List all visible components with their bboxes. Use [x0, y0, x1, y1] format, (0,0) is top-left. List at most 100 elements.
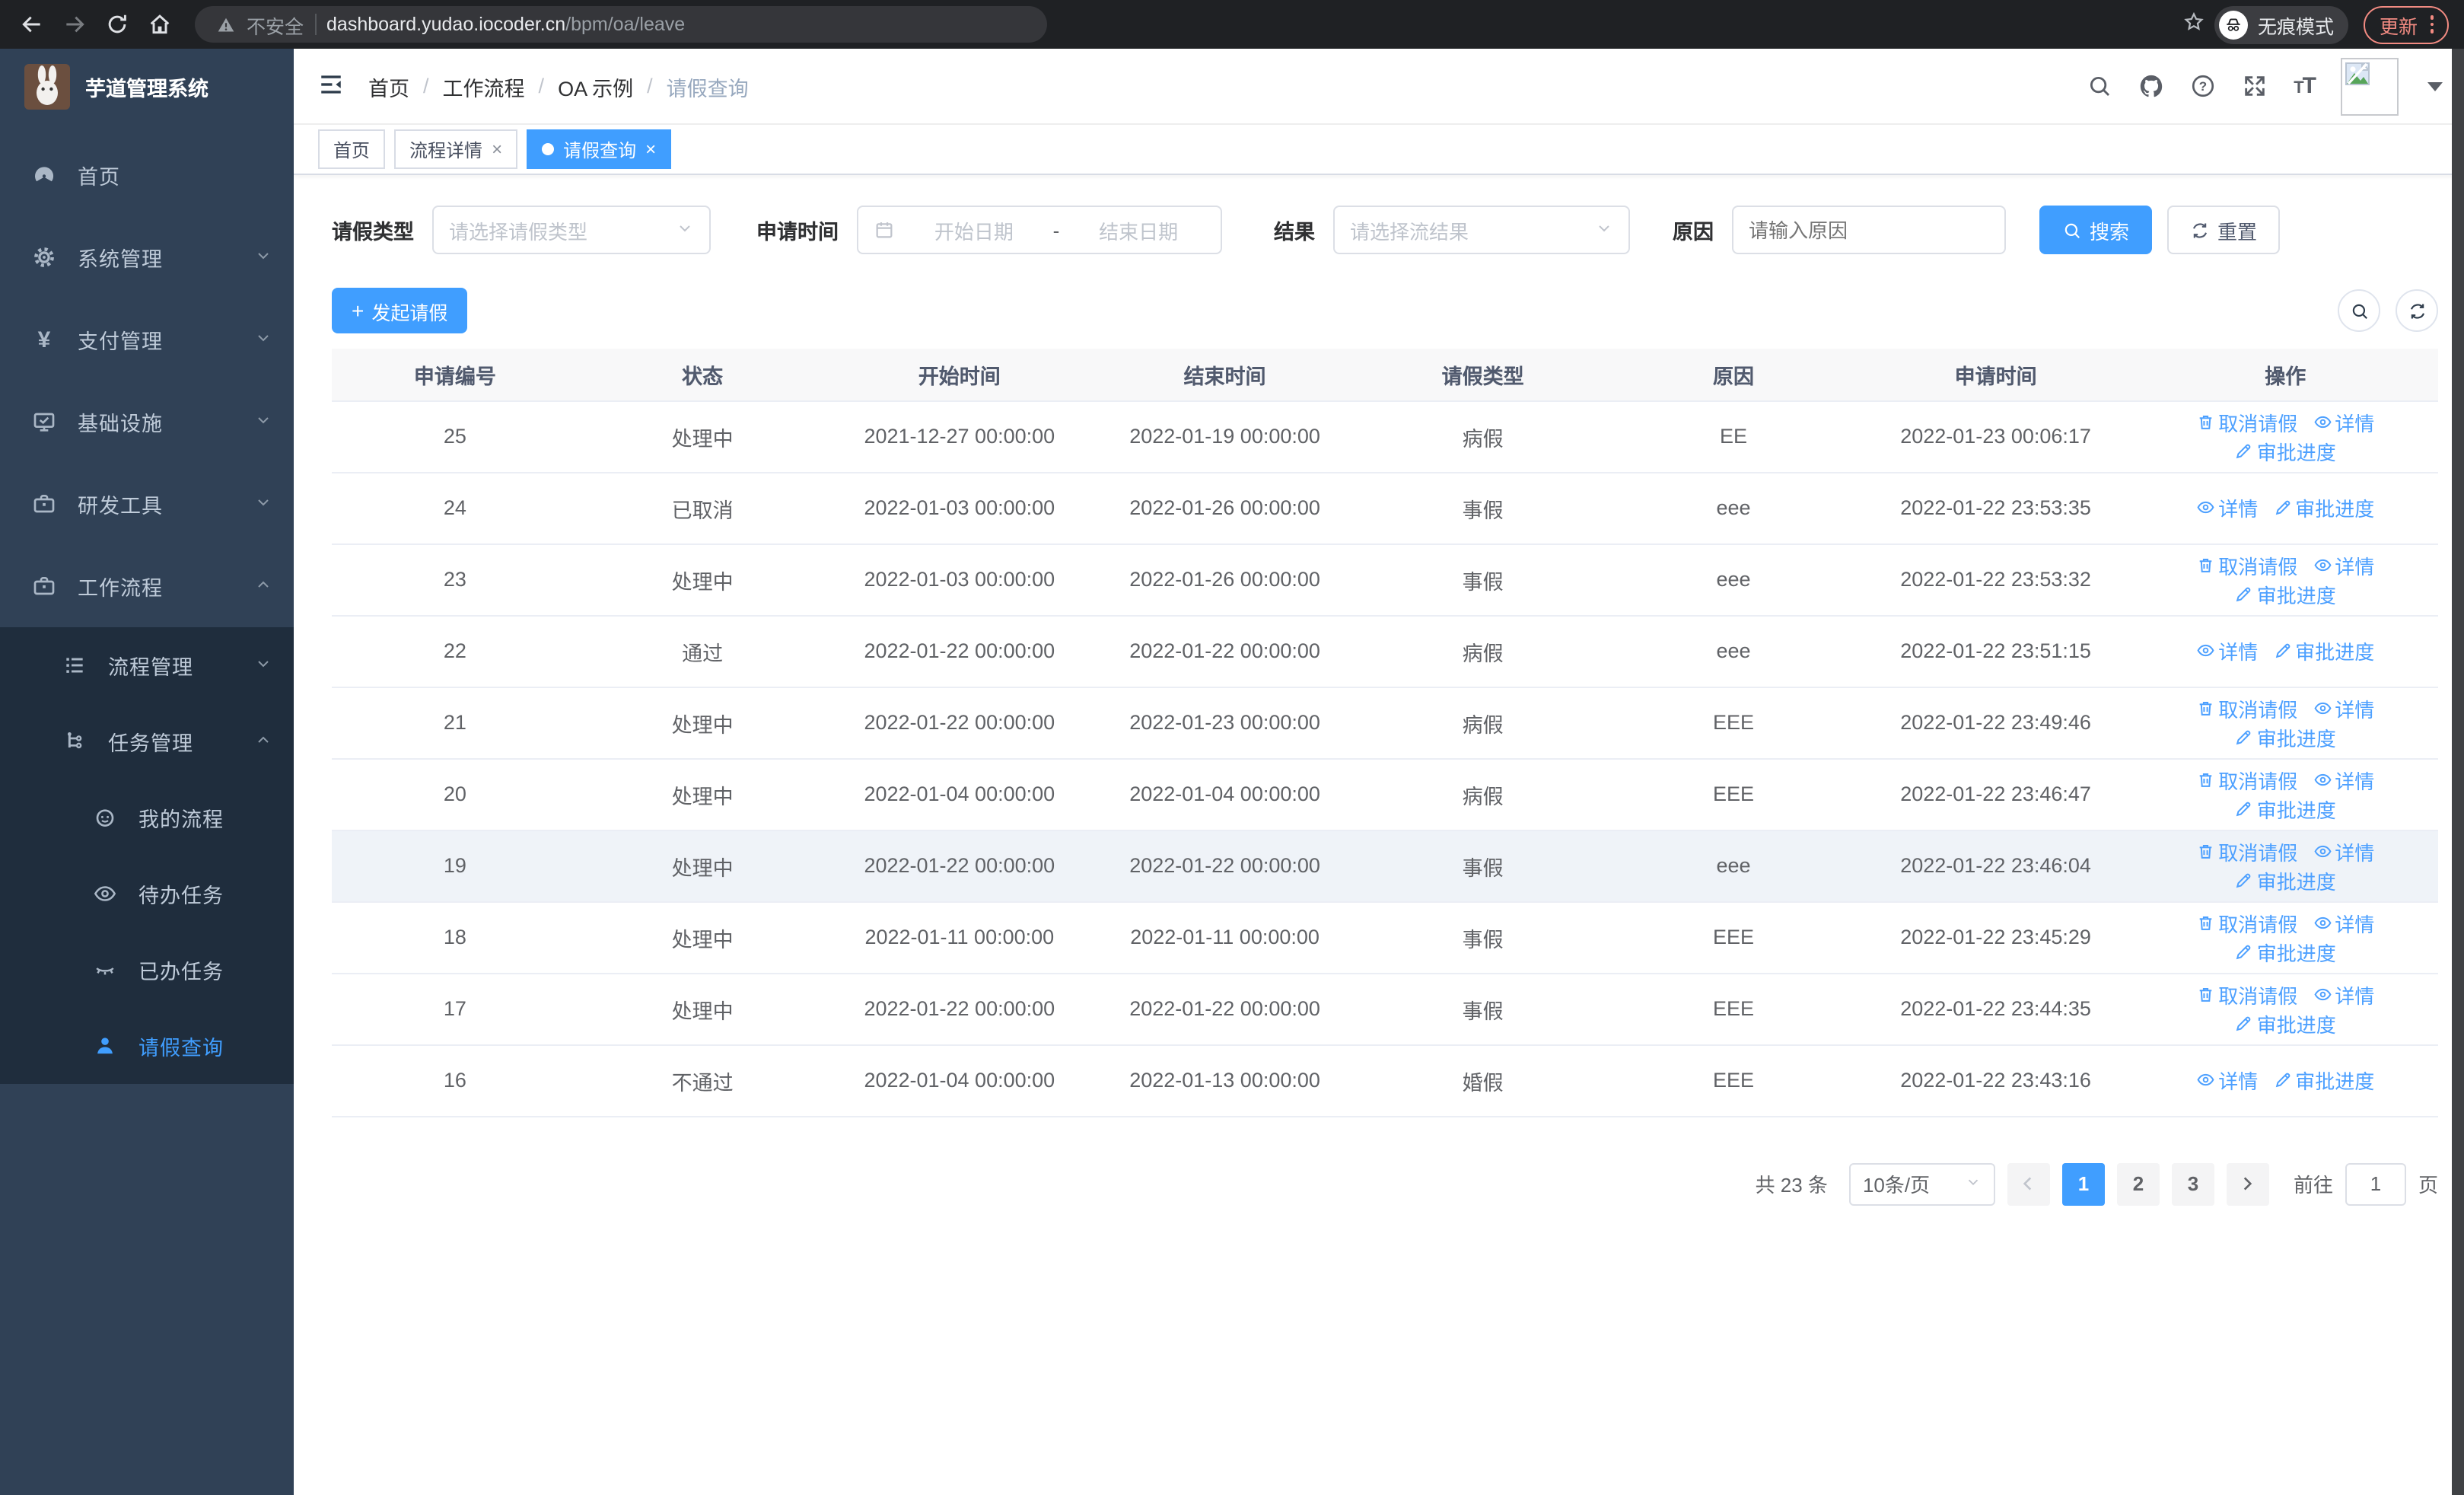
fullscreen-icon[interactable]	[2242, 73, 2268, 99]
tab-home[interactable]: 首页	[318, 129, 386, 169]
apply-time-range-picker[interactable]: 开始日期 - 结束日期	[857, 206, 1222, 254]
detail-link[interactable]: 详情	[2196, 1066, 2258, 1095]
cancel-link[interactable]: 取消请假	[2196, 765, 2297, 794]
cell-applied: 2022-01-22 23:46:04	[1858, 830, 2133, 902]
next-page-button[interactable]	[2226, 1162, 2269, 1205]
toolbox-icon	[30, 574, 58, 598]
sidebar-item-process-management[interactable]: 流程管理	[0, 627, 294, 703]
trash-icon	[2196, 696, 2215, 719]
progress-link[interactable]: 审批进度	[2235, 937, 2336, 966]
show-search-toggle-button[interactable]	[2338, 289, 2380, 332]
sidebar-item-payment-management[interactable]: ¥ 支付管理	[0, 298, 294, 381]
help-icon[interactable]	[2190, 73, 2216, 99]
progress-link[interactable]: 审批进度	[2235, 722, 2336, 751]
detail-link[interactable]: 详情	[2313, 908, 2374, 937]
detail-link[interactable]: 详情	[2313, 407, 2374, 436]
leave-type-select[interactable]: 请选择请假类型	[432, 206, 711, 254]
page-button-1[interactable]: 1	[2061, 1162, 2105, 1205]
detail-link[interactable]: 详情	[2313, 693, 2374, 722]
prev-page-button[interactable]	[2007, 1162, 2050, 1205]
cancel-link[interactable]: 取消请假	[2196, 908, 2297, 937]
progress-link[interactable]: 审批进度	[2235, 579, 2336, 608]
search-button[interactable]: 搜索	[2039, 206, 2153, 254]
bookmark-star-icon[interactable]	[2183, 11, 2206, 37]
sidebar-item-done-tasks[interactable]: 已办任务	[0, 932, 294, 1008]
sidebar-logo-row[interactable]: 芋道管理系统	[0, 49, 294, 125]
sidebar-collapse-icon[interactable]	[318, 71, 344, 101]
chevron-down-icon	[254, 329, 272, 350]
browser-home-icon[interactable]	[143, 8, 177, 41]
sidebar-item-my-process[interactable]: 我的流程	[0, 779, 294, 856]
close-icon[interactable]: ×	[645, 139, 657, 160]
browser-forward-icon[interactable]	[58, 8, 91, 41]
sidebar-item-workflow[interactable]: 工作流程	[0, 545, 294, 627]
progress-link[interactable]: 审批进度	[2273, 1066, 2374, 1095]
content: 请假类型 请选择请假类型 申请时间 开始日期 - 结束日期 结果 请选择流结果	[294, 175, 2464, 1495]
goto-page-input[interactable]	[2345, 1162, 2406, 1205]
sidebar-item-system-management[interactable]: 系统管理	[0, 216, 294, 298]
detail-link[interactable]: 详情	[2196, 636, 2258, 665]
progress-link[interactable]: 审批进度	[2235, 1009, 2336, 1038]
github-icon[interactable]	[2138, 73, 2164, 99]
sidebar-item-dev-tools[interactable]: 研发工具	[0, 463, 294, 545]
font-size-icon[interactable]: TT	[2294, 73, 2316, 99]
face-icon	[91, 805, 119, 830]
progress-link[interactable]: 审批进度	[2235, 865, 2336, 894]
refresh-table-button[interactable]	[2396, 289, 2438, 332]
cell-type: 病假	[1357, 615, 1609, 687]
cell-id: 20	[332, 758, 578, 830]
browser-back-icon[interactable]	[15, 8, 49, 41]
cell-type: 事假	[1357, 901, 1609, 974]
browser-scrollbar[interactable]	[2452, 49, 2464, 1495]
cancel-link[interactable]: 取消请假	[2196, 550, 2297, 579]
reset-button[interactable]: 重置	[2167, 206, 2281, 254]
sidebar-item-todo-tasks[interactable]: 待办任务	[0, 856, 294, 932]
progress-link[interactable]: 审批进度	[2273, 493, 2374, 522]
breadcrumb-item[interactable]: 首页	[368, 77, 409, 100]
leave-type-placeholder: 请选择请假类型	[449, 220, 588, 243]
progress-link[interactable]: 审批进度	[2273, 636, 2374, 665]
detail-link[interactable]: 详情	[2313, 765, 2374, 794]
address-bar[interactable]: 不安全 dashboard.yudao.iocoder.cn/bpm/oa/le…	[195, 6, 1047, 43]
sidebar-item-infrastructure[interactable]: 基础设施	[0, 381, 294, 463]
cancel-link[interactable]: 取消请假	[2196, 980, 2297, 1009]
sidebar-item-leave-query[interactable]: 请假查询	[0, 1008, 294, 1084]
cell-status: 处理中	[578, 687, 827, 759]
tab-leave-query[interactable]: 请假查询 ×	[527, 129, 672, 169]
breadcrumb-item[interactable]: OA 示例	[558, 77, 634, 100]
create-leave-button[interactable]: + 发起请假	[332, 288, 468, 333]
sidebar-item-task-management[interactable]: 任务管理	[0, 703, 294, 779]
breadcrumb-item[interactable]: 工作流程	[442, 77, 525, 100]
detail-link[interactable]: 详情	[2196, 493, 2258, 522]
cancel-link[interactable]: 取消请假	[2196, 693, 2297, 722]
cell-reason: EEE	[1608, 758, 1859, 830]
search-icon[interactable]	[2087, 73, 2112, 99]
breadcrumb-separator: /	[423, 75, 429, 97]
plus-icon: +	[352, 298, 365, 323]
detail-link[interactable]: 详情	[2313, 550, 2374, 579]
calendar-icon	[874, 218, 895, 242]
tab-process-detail[interactable]: 流程详情 ×	[394, 129, 518, 169]
progress-link[interactable]: 审批进度	[2235, 794, 2336, 823]
chevron-down-icon	[1965, 1174, 1982, 1193]
page-button-3[interactable]: 3	[2171, 1162, 2214, 1205]
reason-input[interactable]	[1732, 206, 2006, 254]
incognito-label: 无痕模式	[2257, 16, 2334, 37]
browser-update-button[interactable]: 更新	[2364, 5, 2449, 43]
progress-link[interactable]: 审批进度	[2235, 436, 2336, 465]
close-icon[interactable]: ×	[492, 139, 503, 160]
page-size-select[interactable]: 10条/页	[1848, 1162, 1995, 1205]
cancel-link[interactable]: 取消请假	[2196, 407, 2297, 436]
cancel-link[interactable]: 取消请假	[2196, 837, 2297, 865]
toolbox-icon	[30, 492, 58, 516]
detail-link[interactable]: 详情	[2313, 980, 2374, 1009]
browser-menu-icon[interactable]	[2430, 15, 2434, 33]
avatar[interactable]	[2341, 57, 2399, 115]
avatar-caret-icon[interactable]	[2427, 81, 2443, 91]
sidebar-item-home[interactable]: 首页	[0, 134, 294, 216]
result-select[interactable]: 请选择流结果	[1333, 206, 1630, 254]
detail-link[interactable]: 详情	[2313, 837, 2374, 865]
browser-reload-icon[interactable]	[100, 8, 134, 41]
page-button-2[interactable]: 2	[2116, 1162, 2160, 1205]
eye-icon	[91, 881, 119, 906]
